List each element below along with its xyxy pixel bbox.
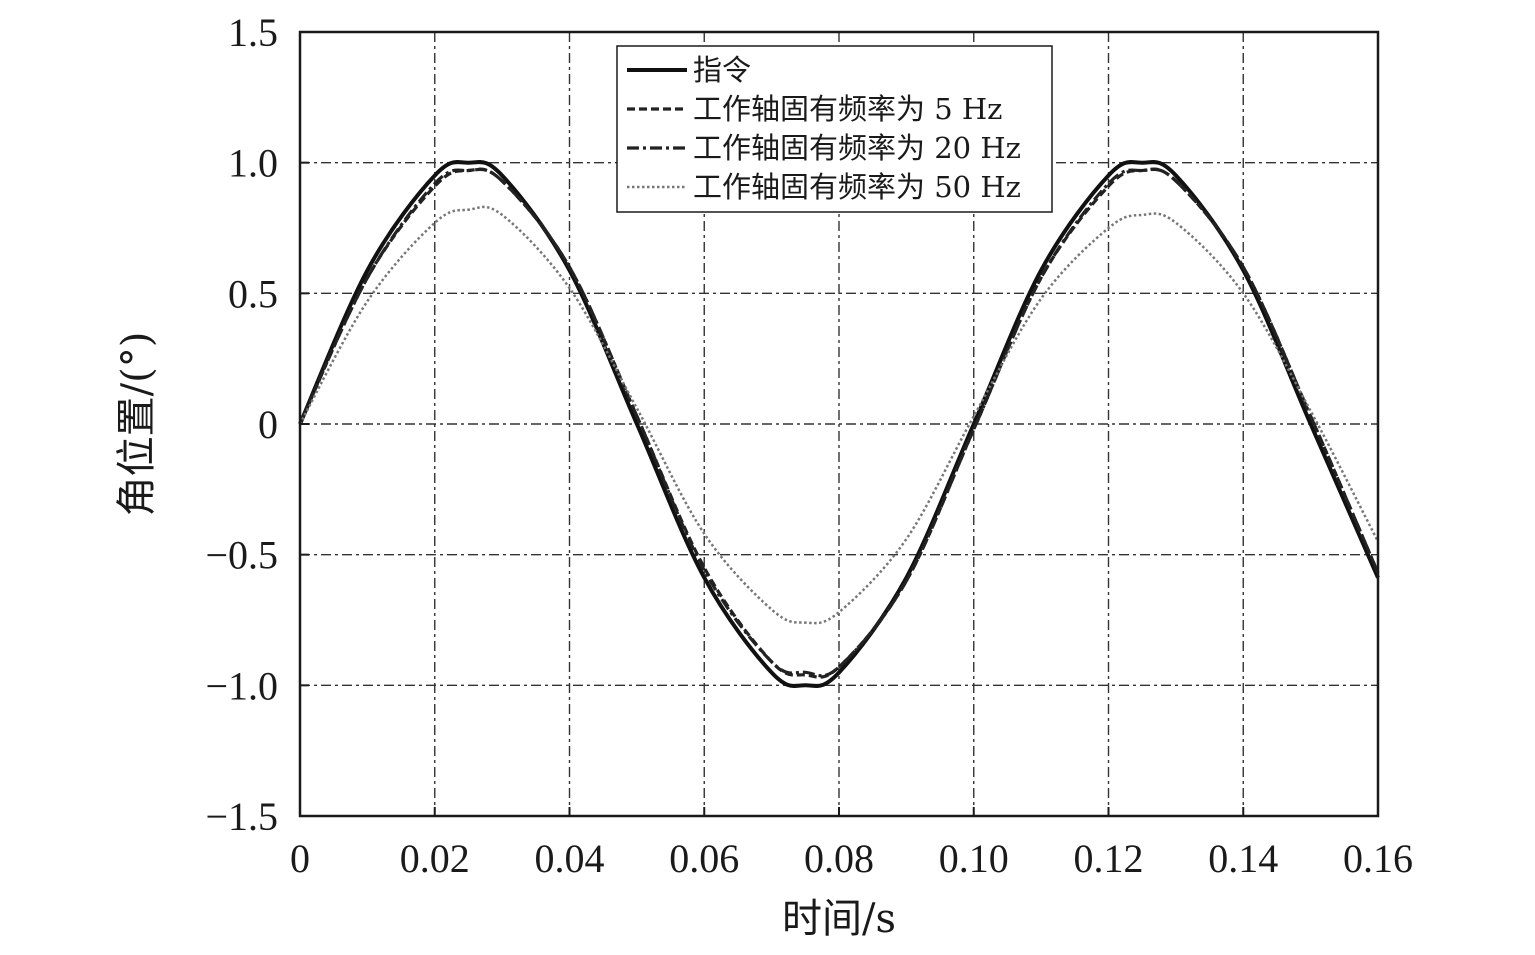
y-tick-label: −0.5 [205,533,278,578]
legend-label: 指令 [693,53,751,87]
x-tick-label: 0.14 [1208,836,1278,881]
x-tick-label: 0.08 [804,836,874,881]
series-line-3 [298,167,1380,678]
y-tick-label: 1.0 [228,141,278,186]
y-tick-label: −1.5 [205,794,278,839]
series-line-4 [298,205,1380,625]
legend-label: 工作轴固有频率为 20 Hz [693,131,1021,165]
legend-box [616,45,1053,213]
x-tick-label: 0.16 [1343,836,1413,881]
x-tick-label: 0.04 [535,836,605,881]
series-line-1 [298,160,1380,688]
y-tick-label: −1.0 [205,663,278,708]
x-axis-label: 时间/s [782,896,896,942]
y-axis-ticks: 1.5 1.0 0.5 0 −0.5 −1.0 −1.5 [205,10,309,839]
series-group [298,160,1380,688]
y-tick-label: 0.5 [228,271,278,316]
x-tick-label: 0 [290,836,310,881]
x-tick-label: 0.12 [1074,836,1144,881]
y-tick-label: 0 [258,402,278,447]
x-axis-ticks: 0 0.02 0.04 0.06 0.08 0.10 0.12 0.14 0.16 [290,807,1413,881]
x-tick-label: 0.06 [669,836,739,881]
y-tick-label: 1.5 [228,10,278,55]
x-tick-label: 0.02 [400,836,470,881]
legend-label: 工作轴固有频率为 50 Hz [693,170,1021,204]
legend-label: 工作轴固有频率为 5 Hz [693,92,1002,126]
y-axis-label: 角位置/(°) [114,332,160,517]
x-tick-label: 0.10 [939,836,1009,881]
